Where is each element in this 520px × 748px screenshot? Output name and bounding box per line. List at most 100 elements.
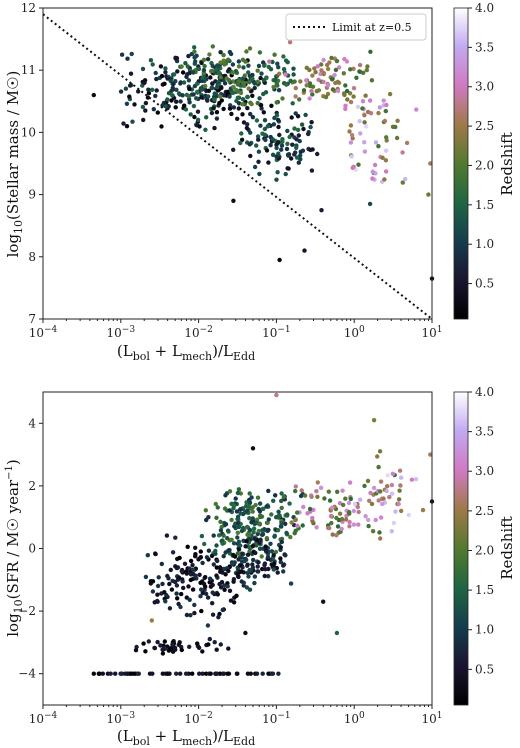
data-point bbox=[127, 83, 133, 88]
data-point bbox=[310, 92, 315, 97]
data-point bbox=[311, 507, 316, 513]
colorbar-gradient bbox=[453, 7, 469, 320]
data-point bbox=[191, 92, 196, 97]
data-point bbox=[330, 532, 335, 537]
data-point bbox=[187, 597, 192, 602]
data-point bbox=[160, 581, 165, 587]
data-point bbox=[162, 81, 167, 87]
x-tick-label: 10−1 bbox=[262, 325, 291, 340]
data-point bbox=[165, 97, 170, 102]
data-point bbox=[176, 91, 182, 96]
data-point bbox=[362, 149, 368, 154]
data-point bbox=[128, 71, 134, 76]
data-point bbox=[143, 100, 149, 106]
data-point bbox=[252, 85, 257, 91]
data-point bbox=[214, 671, 220, 676]
data-point bbox=[399, 508, 404, 514]
data-point bbox=[256, 569, 261, 574]
data-point bbox=[165, 76, 170, 81]
data-point bbox=[212, 125, 217, 131]
data-point bbox=[266, 574, 271, 579]
data-point bbox=[130, 119, 135, 124]
data-point bbox=[360, 99, 366, 104]
data-point bbox=[309, 493, 314, 498]
data-point bbox=[315, 151, 320, 157]
data-point bbox=[426, 192, 431, 197]
data-point bbox=[119, 52, 125, 57]
data-point bbox=[279, 521, 284, 526]
data-point bbox=[250, 509, 255, 514]
data-point bbox=[145, 95, 151, 100]
data-point bbox=[366, 523, 371, 529]
data-point bbox=[362, 113, 367, 118]
data-point bbox=[236, 64, 242, 69]
data-point bbox=[428, 452, 433, 457]
data-point bbox=[278, 556, 283, 561]
data-point bbox=[168, 78, 173, 84]
data-point bbox=[235, 535, 240, 540]
data-point bbox=[231, 147, 236, 152]
data-point bbox=[178, 671, 183, 676]
data-point bbox=[218, 642, 223, 647]
data-point bbox=[210, 612, 216, 617]
data-point bbox=[91, 92, 97, 98]
data-point bbox=[163, 70, 168, 75]
data-point bbox=[262, 63, 267, 68]
data-point bbox=[148, 58, 154, 63]
data-point bbox=[257, 540, 262, 545]
data-point bbox=[262, 118, 268, 123]
data-point bbox=[218, 75, 223, 80]
data-point bbox=[167, 581, 172, 587]
data-point bbox=[235, 571, 240, 577]
data-point bbox=[383, 169, 389, 174]
colorbar-tick-label: 1.5 bbox=[475, 583, 494, 597]
data-point bbox=[350, 165, 355, 170]
data-point bbox=[226, 646, 231, 651]
data-point bbox=[223, 522, 229, 527]
data-point bbox=[215, 63, 220, 68]
limit-line bbox=[42, 13, 433, 320]
data-point bbox=[284, 82, 289, 87]
data-point bbox=[185, 64, 190, 69]
data-point bbox=[256, 560, 261, 565]
colorbar-tick-label: 2.5 bbox=[475, 504, 494, 518]
data-point bbox=[326, 489, 331, 494]
data-point bbox=[214, 67, 219, 72]
y-tick-label: 11 bbox=[21, 63, 36, 77]
data-point bbox=[250, 516, 255, 521]
data-point bbox=[256, 149, 262, 154]
data-point bbox=[420, 507, 426, 513]
data-point bbox=[259, 554, 264, 559]
data-point bbox=[238, 140, 243, 146]
data-point bbox=[213, 548, 218, 554]
data-point bbox=[307, 96, 312, 101]
data-point bbox=[400, 180, 405, 185]
data-point bbox=[252, 574, 258, 579]
data-point bbox=[269, 562, 274, 567]
data-point bbox=[244, 524, 250, 530]
data-point bbox=[197, 671, 202, 676]
data-point bbox=[198, 580, 203, 585]
data-point bbox=[155, 592, 160, 597]
data-point bbox=[236, 106, 241, 111]
x-tick-label: 10−3 bbox=[107, 325, 136, 340]
data-point bbox=[319, 62, 324, 67]
data-point bbox=[380, 501, 385, 507]
data-point bbox=[404, 140, 410, 146]
data-point bbox=[247, 499, 252, 504]
data-point bbox=[222, 81, 228, 86]
data-point bbox=[312, 66, 317, 71]
data-point bbox=[248, 153, 253, 159]
data-point bbox=[212, 97, 217, 102]
data-point bbox=[260, 506, 265, 512]
data-point bbox=[200, 649, 205, 654]
data-point bbox=[236, 547, 242, 552]
data-point bbox=[146, 639, 151, 644]
data-point bbox=[333, 67, 339, 73]
data-point bbox=[227, 588, 233, 593]
data-point bbox=[227, 49, 233, 55]
data-point bbox=[295, 127, 301, 133]
data-point bbox=[195, 109, 201, 114]
data-point bbox=[113, 671, 118, 676]
data-point bbox=[241, 65, 246, 70]
